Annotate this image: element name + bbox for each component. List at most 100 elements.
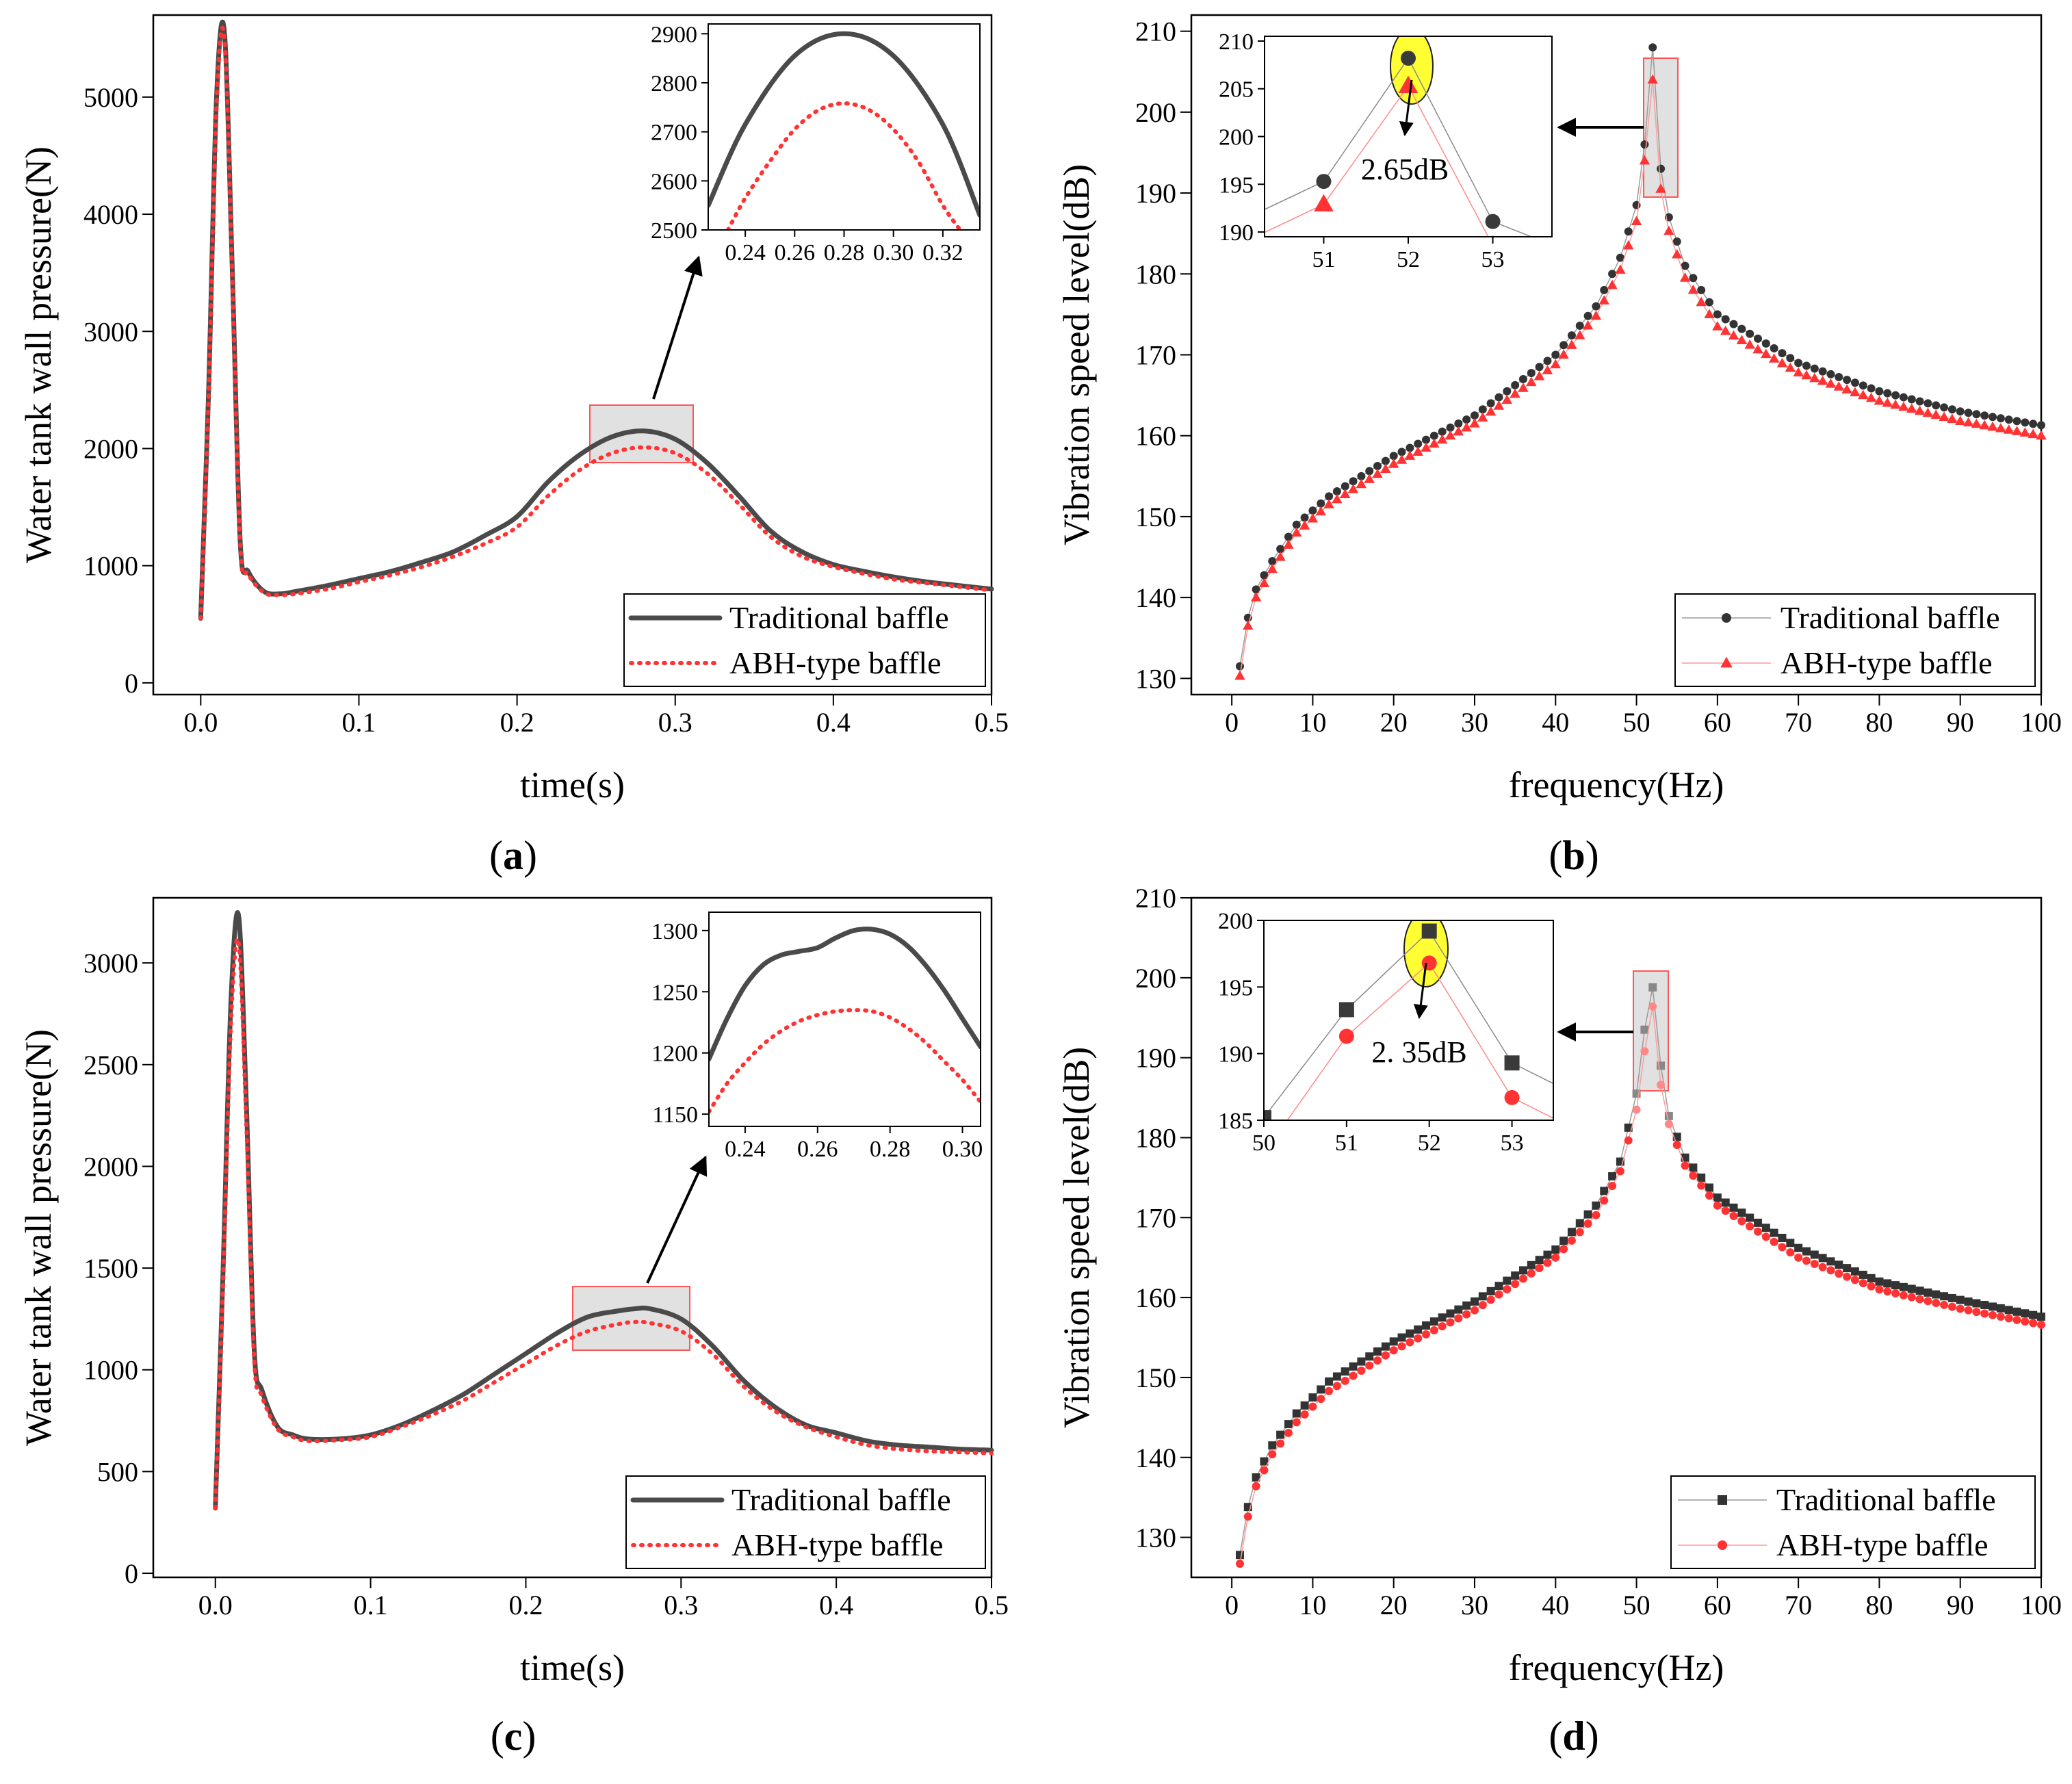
data-point — [1859, 1270, 1867, 1279]
data-point — [1932, 1290, 1941, 1299]
data-point — [1608, 270, 1617, 279]
legend-label: Traditional baffle — [729, 600, 949, 635]
data-point — [1972, 410, 1981, 419]
data-point — [1372, 468, 1383, 478]
data-point — [1592, 1201, 1601, 1210]
panel-a: 0.0 0.1 0.2 0.3 0.4 0.5 0 1000 2000 3000 4000 5000 t… — [18, 14, 1009, 878]
panel-label-paren-open: ( — [491, 1714, 504, 1759]
panels.3.chart_data-ytick-label: 180 — [1135, 1122, 1176, 1153]
data-point — [1438, 1322, 1447, 1331]
data-point — [1996, 1304, 2005, 1313]
data-point — [1454, 419, 1463, 428]
annotation-arrow — [1413, 962, 1428, 1020]
data-point — [1397, 448, 1406, 456]
data-point — [1865, 392, 1877, 402]
inset-plot-area — [1265, 36, 1533, 237]
data-point — [1365, 1352, 1374, 1361]
panels.2.chart_data-ytick-label: 2000 — [83, 1151, 138, 1182]
panels.1.chart_data-ytick-label: 210 — [1135, 16, 1176, 47]
panel-label-paren-open: ( — [489, 833, 503, 878]
data-point — [1778, 349, 1787, 358]
data-point — [1284, 1428, 1293, 1437]
data-point — [1770, 1228, 1778, 1237]
data-point — [2004, 415, 2013, 424]
data-point — [1746, 1213, 1754, 1222]
panels.3.chart_data-xtick-label: 20 — [1380, 1590, 1408, 1620]
data-point — [1640, 140, 1649, 149]
panels.3.chart_data-xtick-label: 30 — [1461, 1590, 1488, 1620]
series-line — [1239, 1006, 2042, 1564]
x-axis-label: time(s) — [520, 764, 625, 805]
panels.3.chart_data.inset-xtick-label: 50 — [1252, 1130, 1275, 1156]
y-axis-label: Vibration speed level(dB) — [1056, 1047, 1097, 1429]
data-point — [1623, 240, 1634, 250]
data-point — [1996, 1313, 2005, 1321]
data-point — [1551, 1253, 1560, 1262]
data-point — [1235, 1551, 1244, 1560]
data-point — [1332, 1382, 1341, 1391]
highlight-ellipse — [1390, 36, 1434, 105]
data-point — [1761, 348, 1772, 359]
data-point — [2036, 430, 2047, 440]
data-point — [1389, 1346, 1398, 1355]
data-point — [1494, 1282, 1503, 1291]
data-point — [1964, 409, 1973, 417]
panels.0.chart_data.inset-xtick-label: 0.30 — [873, 240, 914, 266]
inset-plot-area — [708, 31, 980, 230]
data-point — [1672, 1140, 1681, 1149]
data-point — [1349, 1362, 1358, 1371]
data-point — [1802, 361, 1811, 370]
data-point — [1906, 403, 1917, 413]
panel-label-paren-close: ) — [1585, 833, 1599, 878]
data-point — [1940, 1292, 1949, 1301]
y-axis-label: Vibration speed level(dB) — [1056, 164, 1097, 546]
panels.1.chart_data.inset-xtick-label: 52 — [1397, 247, 1420, 272]
data-point — [1503, 1284, 1512, 1293]
legend-marker — [1722, 613, 1731, 623]
data-point — [1461, 422, 1472, 432]
data-point — [1754, 334, 1762, 343]
data-point — [1486, 1287, 1495, 1295]
data-point — [1956, 1304, 1965, 1313]
inset-data-point — [1504, 1089, 1520, 1105]
data-point — [1932, 1299, 1941, 1308]
panels.0.chart_data-xtick-label: 0.4 — [816, 707, 851, 738]
annotation-arrow — [1399, 79, 1414, 137]
data-point — [1940, 403, 1949, 412]
inset-a: 0.24 0.26 0.28 0.30 0.32 2500 2600 2700 2800 2900 — [651, 22, 981, 266]
data-point — [1535, 363, 1544, 372]
inset-data-point — [1264, 1110, 1271, 1120]
data-point — [1332, 1372, 1341, 1381]
panels.1.chart_data-xtick-label: 70 — [1785, 707, 1812, 738]
data-point — [1907, 1293, 1916, 1302]
data-point — [1746, 329, 1754, 338]
data-point — [1752, 344, 1763, 354]
data-point — [1989, 1302, 1997, 1311]
data-point — [1526, 376, 1537, 387]
data-point — [1600, 1187, 1609, 1195]
panels.2.chart_data-xtick-label: 0.1 — [354, 1590, 388, 1620]
data-point — [1761, 1232, 1770, 1241]
data-point — [1663, 225, 1674, 235]
data-point — [1850, 387, 1861, 397]
data-point — [1980, 411, 1989, 420]
panels.1.chart_data-xtick-label: 80 — [1865, 707, 1893, 738]
panels.0.chart_data.inset-ytick-label: 2700 — [651, 120, 697, 146]
data-point — [1583, 1219, 1592, 1228]
data-point — [1388, 458, 1399, 468]
data-point — [1989, 1310, 1997, 1319]
data-point — [1414, 1334, 1423, 1343]
data-point — [2021, 1309, 2030, 1318]
annotation-text: 2.65dB — [1361, 153, 1449, 186]
panels.3.chart_data-xtick-label: 40 — [1542, 1590, 1569, 1620]
panels.1.chart_data-xtick-label: 10 — [1299, 707, 1326, 738]
data-point — [2029, 419, 2038, 428]
data-point — [1438, 1313, 1447, 1322]
data-point — [2021, 1317, 2030, 1326]
data-point — [1582, 320, 1594, 330]
data-point — [1616, 1167, 1624, 1176]
data-point — [1414, 1325, 1423, 1334]
data-point — [1607, 279, 1618, 289]
data-point — [1818, 1263, 1827, 1271]
data-point — [1794, 359, 1803, 367]
